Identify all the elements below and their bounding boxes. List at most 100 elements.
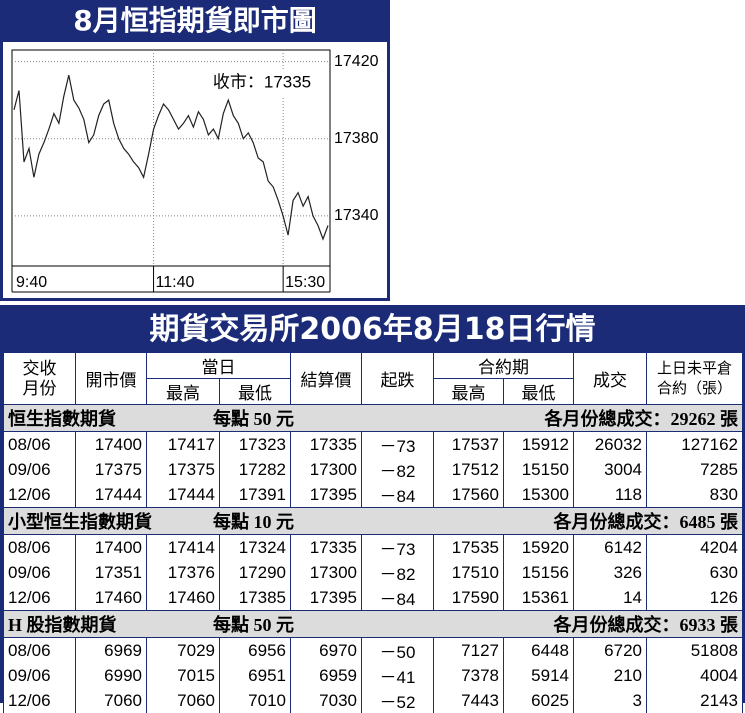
cell: 17300 <box>291 560 362 585</box>
section-name: H 股指數期貨 <box>8 611 213 637</box>
cell: 17414 <box>147 535 220 561</box>
cell: 14 <box>574 585 647 611</box>
section-total: 各月份總成交：6933 張 <box>413 611 738 637</box>
cell: 09/06 <box>4 457 76 482</box>
cell: 17460 <box>76 585 147 611</box>
cell: 6025 <box>504 688 574 713</box>
section-total: 各月份總成交：29262 張 <box>413 405 738 431</box>
header-cell: 開市價 <box>76 353 147 405</box>
cell: 7443 <box>434 688 504 713</box>
cell: 6951 <box>220 663 291 688</box>
annotation: 收市：17335 <box>213 72 311 91</box>
cell: 17335 <box>291 432 362 458</box>
cell: 17290 <box>220 560 291 585</box>
cell: 15920 <box>504 535 574 561</box>
cell: 6959 <box>291 663 362 688</box>
cell: －41 <box>362 663 434 688</box>
section-name: 小型恒生指數期貨 <box>8 508 213 534</box>
table: 交收月份 開市價 當日 結算價 起跌 合約期 成交 上日未平倉合約（張） 最高 … <box>3 352 743 713</box>
cell: －73 <box>362 535 434 561</box>
cell: 4004 <box>647 663 743 688</box>
cell: 17400 <box>76 535 147 561</box>
cell: 17537 <box>434 432 504 458</box>
cell: 17444 <box>76 482 147 508</box>
cell: 2143 <box>647 688 743 713</box>
x-tick-label: 11:40 <box>156 274 195 291</box>
section-name: 恒生指數期貨 <box>8 405 213 431</box>
cell: 12/06 <box>4 688 76 713</box>
header-cell: 結算價 <box>291 353 362 405</box>
table-panel: 期貨交易所2006年8月18日行情 交收月份 開市價 當日 結算價 起跌 合約期… <box>0 305 745 703</box>
section-cell: 恒生指數期貨每點 50 元各月份總成交：29262 張 <box>4 405 743 432</box>
y-tick-label: 17420 <box>334 53 379 70</box>
cell: 17324 <box>220 535 291 561</box>
cell: 830 <box>647 482 743 508</box>
cell: 17385 <box>220 585 291 611</box>
cell: 630 <box>647 560 743 585</box>
cell: 09/06 <box>4 560 76 585</box>
cell: 17560 <box>434 482 504 508</box>
section-unit: 每點 50 元 <box>213 405 413 431</box>
cell: 326 <box>574 560 647 585</box>
cell: 15361 <box>504 585 574 611</box>
cell: 15150 <box>504 457 574 482</box>
cell: 17351 <box>76 560 147 585</box>
cell: 7015 <box>147 663 220 688</box>
header-cell: 起跌 <box>362 353 434 405</box>
cell: 17400 <box>76 432 147 458</box>
section-unit: 每點 10 元 <box>213 508 413 534</box>
x-tick-label: 9:40 <box>16 274 47 291</box>
cell: 17300 <box>291 457 362 482</box>
cell: 17376 <box>147 560 220 585</box>
cell: 15912 <box>504 432 574 458</box>
cell: －73 <box>362 432 434 458</box>
cell: 51808 <box>647 638 743 664</box>
cell: 17395 <box>291 482 362 508</box>
cell: 6448 <box>504 638 574 664</box>
section-cell: H 股指數期貨每點 50 元各月份總成交：6933 張 <box>4 611 743 638</box>
subheader: 最高 <box>147 379 220 405</box>
cell: 17535 <box>434 535 504 561</box>
cell: 4204 <box>647 535 743 561</box>
header-cell: 交收月份 <box>4 353 76 405</box>
table-title: 期貨交易所2006年8月18日行情 <box>3 308 742 352</box>
cell: 15300 <box>504 482 574 508</box>
cell: 7060 <box>76 688 147 713</box>
cell: 17395 <box>291 585 362 611</box>
cell: 7060 <box>147 688 220 713</box>
cell: 6990 <box>76 663 147 688</box>
cell: 6142 <box>574 535 647 561</box>
cell: 3004 <box>574 457 647 482</box>
cell: 17512 <box>434 457 504 482</box>
header-cell: 合約期 <box>434 353 574 379</box>
cell: 17375 <box>76 457 147 482</box>
cell: 17391 <box>220 482 291 508</box>
cell: 6956 <box>220 638 291 664</box>
cell: 17460 <box>147 585 220 611</box>
section-row: H 股指數期貨每點 50 元各月份總成交：6933 張 <box>4 611 743 638</box>
cell: 126 <box>647 585 743 611</box>
cell: 7029 <box>147 638 220 664</box>
cell: 17444 <box>147 482 220 508</box>
cell: 210 <box>574 663 647 688</box>
section-cell: 小型恒生指數期貨每點 10 元各月份總成交：6485 張 <box>4 508 743 535</box>
cell: 17590 <box>434 585 504 611</box>
cell: 17335 <box>291 535 362 561</box>
cell: －84 <box>362 585 434 611</box>
cell: －82 <box>362 560 434 585</box>
subheader: 最高 <box>434 379 504 405</box>
header-cell: 成交 <box>574 353 647 405</box>
cell: 17282 <box>220 457 291 482</box>
cell: 26032 <box>574 432 647 458</box>
section-row: 恒生指數期貨每點 50 元各月份總成交：29262 張 <box>4 405 743 432</box>
